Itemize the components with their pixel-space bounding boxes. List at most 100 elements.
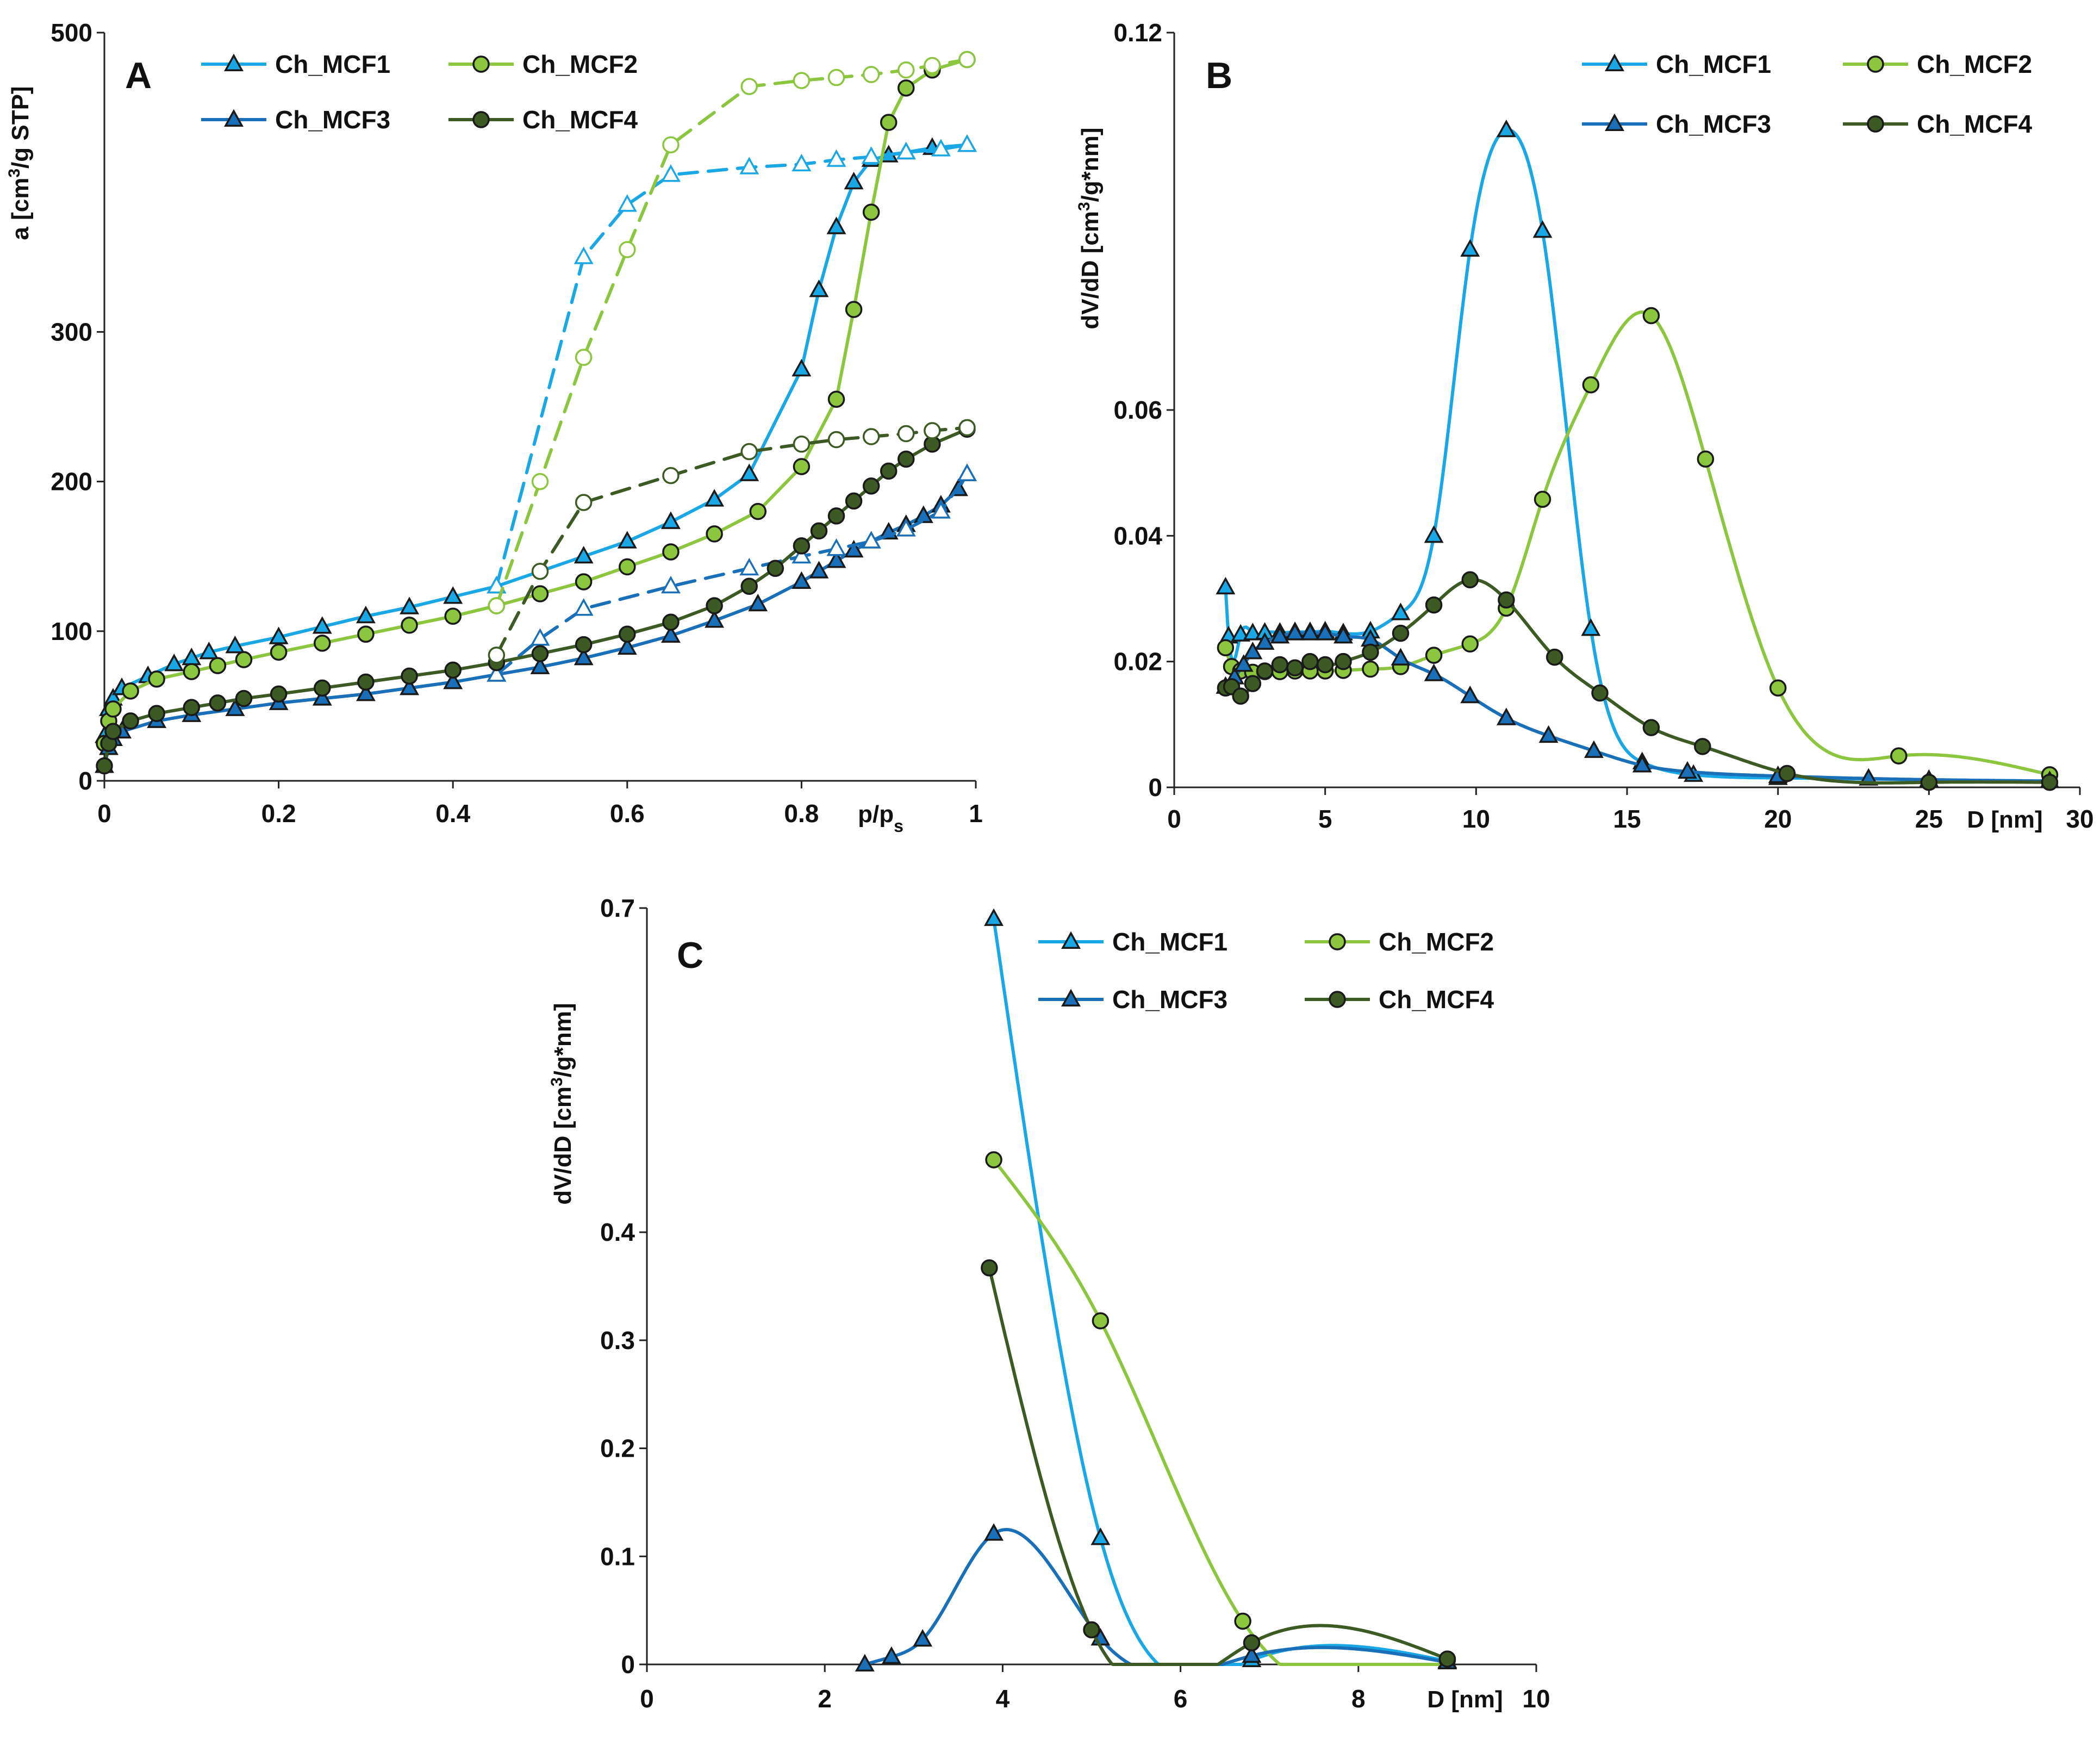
data-point-ch-mcf3 <box>855 1654 875 1671</box>
data-point-ch-mcf1 <box>896 141 916 160</box>
data-point-ch-mcf2 <box>862 66 880 83</box>
data-point-ch-mcf4 <box>1591 684 1609 702</box>
data-point-ch-mcf2 <box>793 72 811 89</box>
data-point-ch-mcf4 <box>1301 652 1319 670</box>
data-point-ch-mcf4 <box>270 685 288 703</box>
data-point-ch-mcf3 <box>1859 768 1879 786</box>
y-axis-title-superscript: 3 <box>1075 202 1093 211</box>
data-point-ch-mcf2 <box>749 502 767 520</box>
data-point-ch-mcf3 <box>748 593 768 612</box>
data-point-ch-mcf1 <box>1231 624 1251 642</box>
legend-label: Ch_MCF2 <box>1917 50 2032 78</box>
data-point-ch-mcf1 <box>844 171 864 190</box>
data-point-ch-mcf4 <box>793 436 811 453</box>
legend-marker <box>1329 991 1346 1008</box>
data-point-ch-mcf2 <box>619 241 636 258</box>
data-point-ch-mcf4 <box>1694 738 1711 755</box>
data-point-ch-mcf4 <box>531 645 549 662</box>
data-point-ch-mcf1 <box>1532 220 1553 238</box>
data-point-ch-mcf1 <box>1424 525 1444 543</box>
series-line-ch-mcf2 <box>992 1158 1449 1666</box>
x-tick-label: 10 <box>1462 805 1490 833</box>
chart-panel-a: 0 0.2 0.4 0.6 0.8 1 0 100 200 300 500 p/ps a [cm3/g … <box>5 18 983 836</box>
data-point-ch-mcf2 <box>314 635 331 652</box>
x-tick-label: 5 <box>1318 805 1332 833</box>
data-point-ch-mcf4 <box>2041 773 2059 791</box>
legend-marker <box>472 111 490 128</box>
data-point-ch-mcf3 <box>913 1629 933 1647</box>
data-point-ch-mcf1 <box>739 463 759 481</box>
data-point-ch-mcf2 <box>531 585 549 602</box>
data-point-ch-mcf4 <box>209 694 227 712</box>
data-point-ch-mcf2 <box>531 473 549 490</box>
data-point-ch-mcf4 <box>1256 662 1274 680</box>
panel-letter: B <box>1206 55 1232 96</box>
data-point-ch-mcf2 <box>845 301 863 318</box>
legend-marker <box>1061 931 1081 949</box>
x-tick-label: 1 <box>969 799 983 828</box>
y-axis-title: a [cm3/g STP] <box>5 86 34 240</box>
data-point-ch-mcf4 <box>1271 656 1289 674</box>
x-axis-title: D [nm] <box>1967 806 2042 833</box>
data-point-ch-mcf2 <box>924 57 941 74</box>
data-point-ch-mcf2 <box>1425 647 1443 664</box>
data-point-ch-mcf1 <box>660 511 681 529</box>
x-tick-label: 25 <box>1915 805 1943 833</box>
data-point-ch-mcf1 <box>739 157 759 175</box>
data-point-ch-mcf2 <box>122 682 139 700</box>
data-point-ch-mcf4 <box>148 705 165 722</box>
y-tick-label: 0.12 <box>1113 18 1162 47</box>
data-point-ch-mcf4 <box>827 431 845 449</box>
legend-marker <box>224 53 244 71</box>
data-point-ch-mcf4 <box>706 597 723 614</box>
data-point-ch-mcf3 <box>984 1523 1004 1541</box>
data-point-ch-mcf2 <box>488 597 506 614</box>
data-point-ch-mcf2 <box>827 69 845 86</box>
data-point-ch-mcf2 <box>357 625 375 643</box>
data-point-ch-mcf3 <box>1632 755 1652 773</box>
legend-marker <box>472 55 490 73</box>
data-point-ch-mcf2 <box>1697 450 1715 468</box>
data-point-ch-mcf2 <box>270 643 288 661</box>
data-point-ch-mcf2 <box>619 558 636 576</box>
x-axis-title: p/ps <box>858 801 903 836</box>
y-axis-title-part: dV/dD [cm <box>550 1086 576 1205</box>
x-tick-label: 0.6 <box>610 799 645 828</box>
chart-panel-c: 0 2 4 6 8 10 0 0.1 0.2 0.3 0.4 0.7 D [nm] dV/dD [cm3/… <box>548 894 1550 1713</box>
data-point-ch-mcf2 <box>444 607 462 625</box>
data-point-ch-mcf2 <box>1217 639 1235 656</box>
data-point-ch-mcf4 <box>575 494 593 511</box>
data-point-ch-mcf3 <box>1242 1645 1262 1663</box>
legend-label: Ch_MCF3 <box>1656 110 1771 138</box>
data-point-ch-mcf1 <box>1496 119 1516 138</box>
data-point-ch-mcf1 <box>809 279 829 297</box>
data-point-ch-mcf2 <box>1769 679 1787 697</box>
data-point-ch-mcf4 <box>1920 773 1938 791</box>
data-point-ch-mcf3 <box>1424 663 1444 681</box>
data-point-ch-mcf3 <box>826 538 846 556</box>
data-point-ch-mcf1 <box>792 358 812 377</box>
data-point-ch-mcf3 <box>739 557 759 576</box>
y-tick-label: 0.3 <box>600 1326 635 1354</box>
data-point-ch-mcf1 <box>487 575 507 594</box>
data-point-ch-mcf1 <box>931 139 951 157</box>
data-point-ch-mcf4 <box>1546 648 1563 666</box>
data-point-ch-mcf3 <box>660 625 681 643</box>
data-point-ch-mcf1 <box>792 153 812 172</box>
x-tick-label: 0.8 <box>784 799 819 828</box>
x-tick-label: 30 <box>2066 805 2093 833</box>
data-point-ch-mcf4 <box>1461 571 1479 589</box>
data-point-ch-mcf2 <box>104 700 122 718</box>
data-point-ch-mcf4 <box>1243 1634 1261 1652</box>
data-point-ch-mcf4 <box>1392 624 1410 642</box>
data-point-ch-mcf3 <box>617 637 637 655</box>
data-point-ch-mcf3 <box>1243 641 1263 660</box>
data-point-ch-mcf1 <box>225 635 245 654</box>
y-axis-title-part: dV/dD [cm <box>1077 211 1104 330</box>
y-tick-label: 0.1 <box>600 1542 635 1570</box>
legend-marker <box>224 109 244 127</box>
data-point-ch-mcf2 <box>1092 1312 1110 1329</box>
x-tick-label: 2 <box>818 1685 832 1713</box>
data-point-ch-mcf4 <box>880 462 898 480</box>
data-point-ch-mcf1 <box>1243 623 1263 641</box>
